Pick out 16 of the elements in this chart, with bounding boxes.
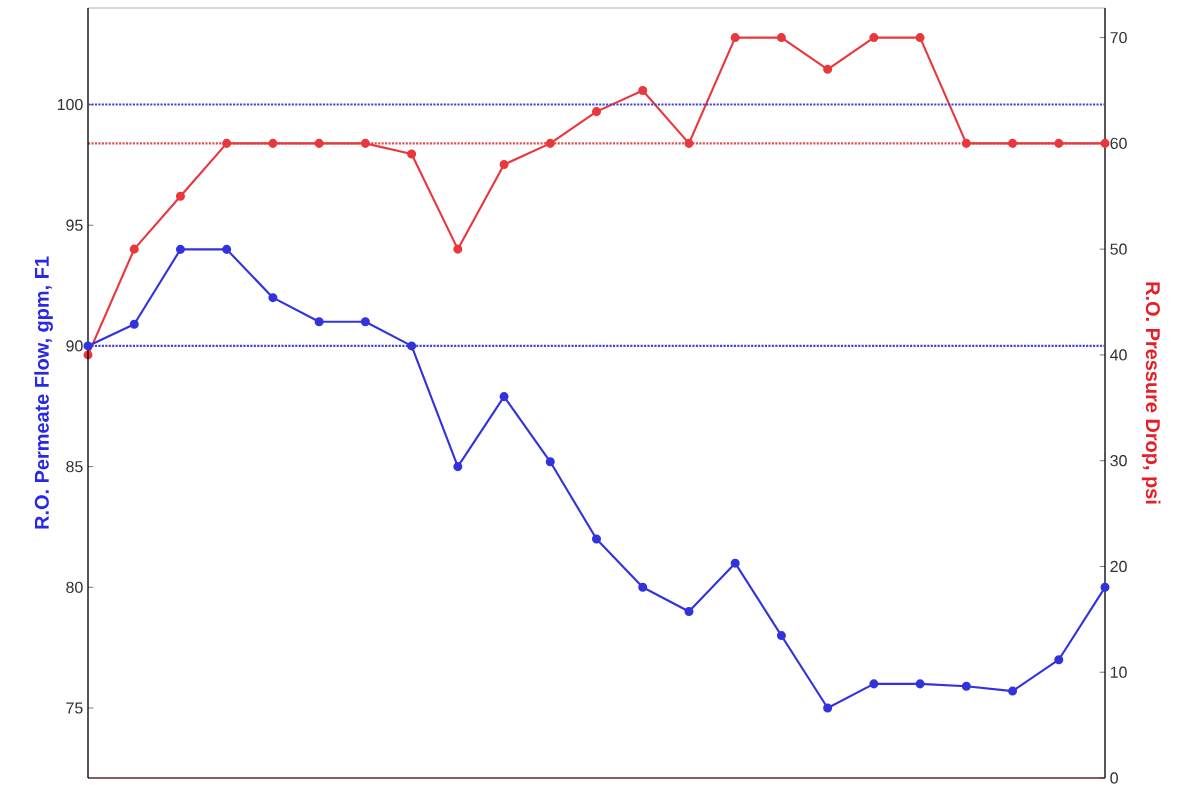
y-tick-label: 75 [66, 702, 83, 714]
y2-axis-title: R.O. Pressure Drop, psi [1141, 282, 1161, 504]
y-tick-label: 85 [66, 460, 83, 473]
y2-tick-label: 60 [1110, 137, 1127, 150]
y2-tick-label: 50 [1110, 243, 1127, 255]
y-tick-label: 90 [66, 340, 83, 352]
y-tick-label: 100 [57, 98, 83, 111]
y2-tick-label: 0 [1110, 772, 1118, 784]
y2-tick-label: 20 [1110, 560, 1127, 573]
y2-tick-label: 40 [1110, 349, 1127, 361]
y-tick-label: 80 [66, 581, 83, 593]
y-tick-label: 95 [66, 219, 83, 231]
y2-tick-label: 70 [1110, 31, 1127, 44]
y-axis-title: R.O. Permeate Flow, gpm, F1 [34, 256, 53, 529]
y2-tick-label: 10 [1110, 666, 1127, 678]
y2-tick-label: 30 [1110, 455, 1127, 467]
